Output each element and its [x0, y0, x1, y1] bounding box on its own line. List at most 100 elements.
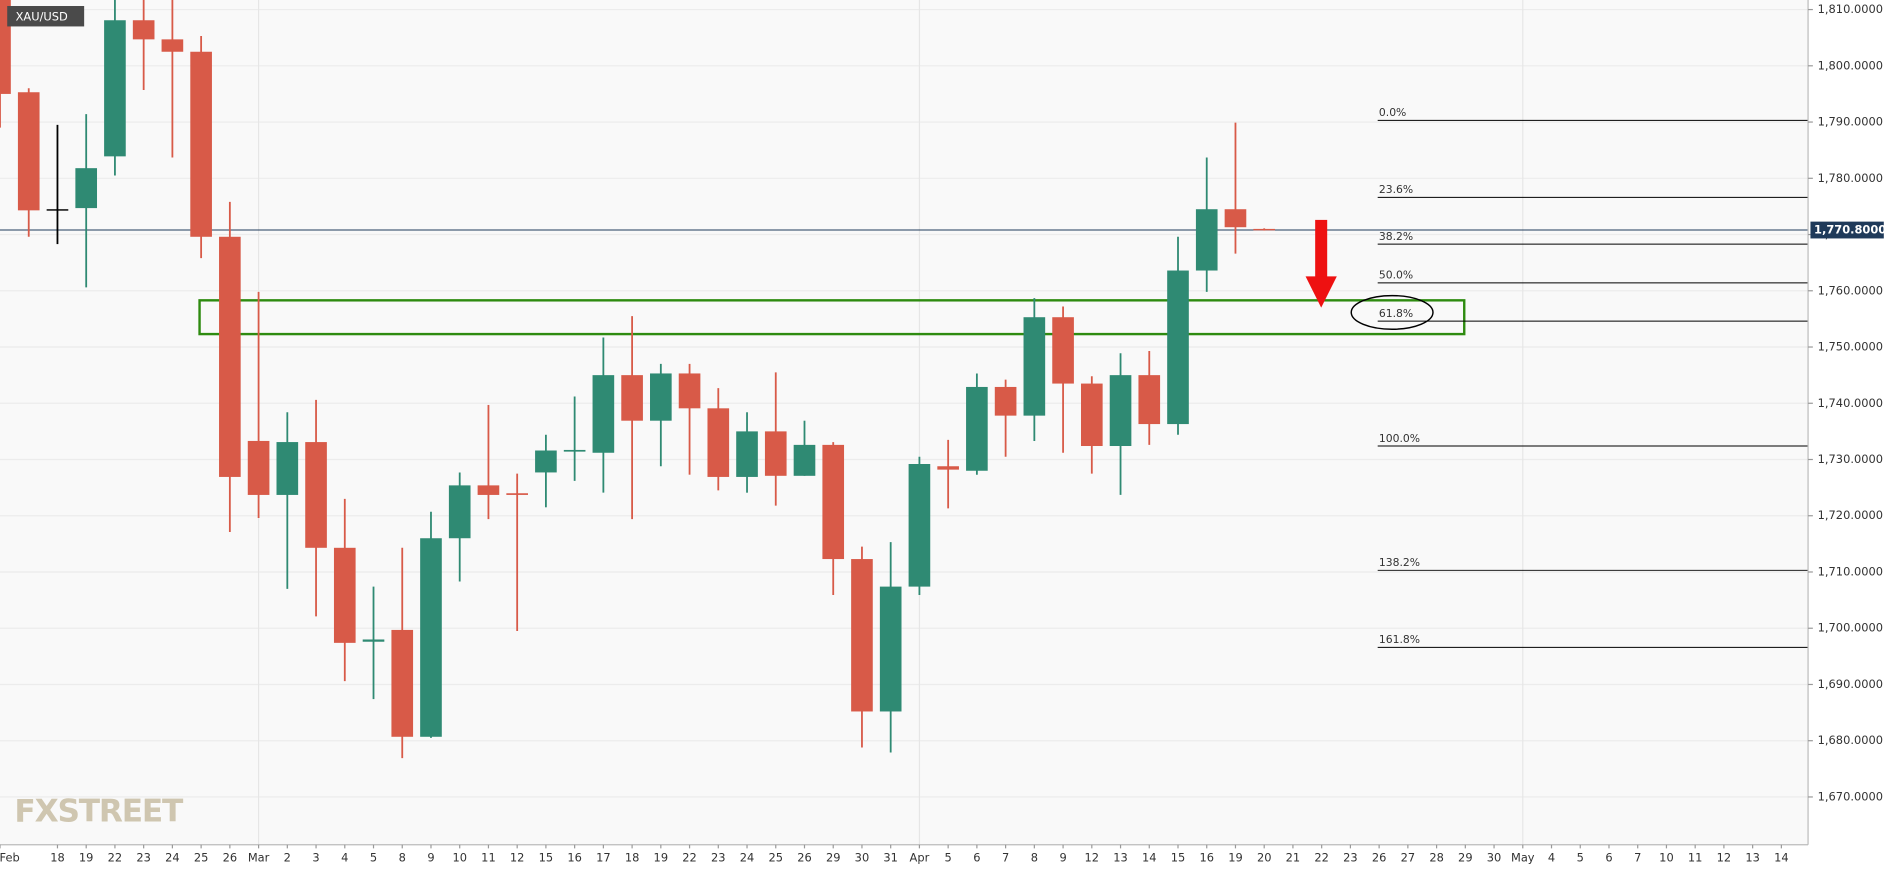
candle-body: [1080, 383, 1103, 447]
candle-body: [190, 51, 212, 237]
x-tick-label: Mar: [248, 850, 270, 864]
x-tick-label: 8: [399, 850, 406, 864]
x-tick-label: 29: [826, 850, 841, 864]
x-tick-label: Apr: [910, 850, 930, 864]
y-tick-label: 1,710.0000: [1818, 564, 1883, 578]
x-tick-label: 12: [1085, 850, 1100, 864]
candle-body: [104, 20, 126, 157]
y-tick-label: 1,730.0000: [1818, 452, 1883, 466]
candle-body: [879, 586, 902, 712]
x-tick-label: 25: [194, 850, 209, 864]
x-tick-label: 25: [768, 850, 783, 864]
fib-label: 50.0%: [1379, 269, 1413, 282]
fib-label: 61.8%: [1379, 307, 1413, 320]
y-tick-label: 1,760.0000: [1818, 283, 1883, 297]
x-tick-label: 4: [341, 850, 348, 864]
symbol-badge: [7, 6, 85, 27]
x-tick-label: 10: [1659, 850, 1674, 864]
candle-body: [1023, 317, 1046, 416]
y-tick-label: 1,690.0000: [1818, 677, 1883, 691]
candle-body: [908, 464, 931, 587]
x-tick-label: 24: [740, 850, 755, 864]
x-tick-label: 13: [1113, 850, 1128, 864]
x-tick-label: 24: [165, 850, 180, 864]
fib-label: 23.6%: [1379, 183, 1413, 196]
x-tick-label: 18: [50, 850, 65, 864]
candle-body: [0, 0, 11, 94]
x-tick-label: 7: [1634, 850, 1641, 864]
x-tick-label: 11: [1688, 850, 1703, 864]
x-tick-label: 16: [567, 850, 582, 864]
x-tick-label: 5: [1577, 850, 1584, 864]
candle-body: [362, 639, 385, 642]
plot: 0.0% 23.6% 38.2% 50.0% 61.8% 100.0% 138.2% 161.…: [0, 0, 1809, 759]
candle-body: [966, 386, 988, 471]
x-tick-label: 19: [654, 850, 669, 864]
y-tick-label: 1,720.0000: [1818, 508, 1883, 522]
candle-body: [46, 209, 69, 211]
candle-body: [75, 168, 98, 209]
x-tick-label: Feb: [0, 850, 20, 864]
candle-body: [276, 442, 299, 495]
x-tick-label: 7: [1002, 850, 1009, 864]
x-tick-label: 17: [596, 850, 611, 864]
arrow-shaft: [1315, 219, 1328, 278]
candle-body: [851, 559, 873, 712]
x-tick-label: 9: [427, 850, 434, 864]
y-tick-label: 1,740.0000: [1818, 396, 1883, 410]
x-tick-label: 30: [1487, 850, 1502, 864]
candle-body: [937, 466, 959, 470]
candle-body: [822, 444, 845, 560]
x-tick-label: 15: [539, 850, 554, 864]
y-tick-label: 1,810.0000: [1818, 2, 1883, 16]
candle-body: [764, 431, 787, 476]
candle-body: [994, 386, 1017, 416]
x-tick-label: 22: [108, 850, 123, 864]
candle-body: [219, 236, 241, 477]
y-tick-label: 1,680.0000: [1818, 733, 1883, 747]
candle-body: [247, 440, 270, 495]
last-price-label: 1,770.8000: [1814, 223, 1885, 237]
x-tick-label: 5: [370, 850, 377, 864]
x-tick-label: 28: [1429, 850, 1444, 864]
x-tick-label: 11: [481, 850, 496, 864]
candle-body: [161, 39, 184, 52]
symbol-label: XAU/USD: [16, 9, 68, 23]
x-tick-label: 30: [855, 850, 870, 864]
candle-body: [1052, 317, 1074, 384]
plot-background: [0, 0, 1808, 845]
x-tick-label: 10: [452, 850, 467, 864]
x-tick-label: 26: [223, 850, 238, 864]
x-tick-label: 19: [79, 850, 94, 864]
arrow-head: [1305, 276, 1337, 308]
candle-body: [1167, 270, 1189, 425]
x-tick-label: 14: [1142, 850, 1157, 864]
candle-body: [506, 493, 528, 495]
x-tick-label: 26: [1372, 850, 1387, 864]
x-tick-label: 29: [1458, 850, 1473, 864]
x-tick-label: 23: [1343, 850, 1358, 864]
y-tick-label: 1,700.0000: [1818, 621, 1883, 635]
y-tick-label: 1,800.0000: [1818, 58, 1883, 72]
candle-body: [678, 373, 701, 409]
candle-body: [1253, 228, 1276, 231]
fib-label: 100.0%: [1379, 432, 1420, 445]
candle-body: [650, 373, 672, 421]
candle-body: [17, 92, 40, 211]
candle-body: [592, 375, 615, 453]
x-tick-label: 22: [682, 850, 697, 864]
candle-body: [793, 444, 816, 476]
y-tick-label: 1,750.0000: [1818, 340, 1883, 354]
candle-body: [736, 431, 758, 477]
y-tick-label: 1,670.0000: [1818, 789, 1883, 803]
candle-body: [448, 485, 471, 539]
x-tick-label: 15: [1171, 850, 1186, 864]
x-tick-label: 8: [1031, 850, 1038, 864]
x-tick-label: 13: [1745, 850, 1760, 864]
x-tick-label: 9: [1059, 850, 1066, 864]
x-tick-label: 26: [797, 850, 812, 864]
candle-body: [420, 538, 442, 737]
